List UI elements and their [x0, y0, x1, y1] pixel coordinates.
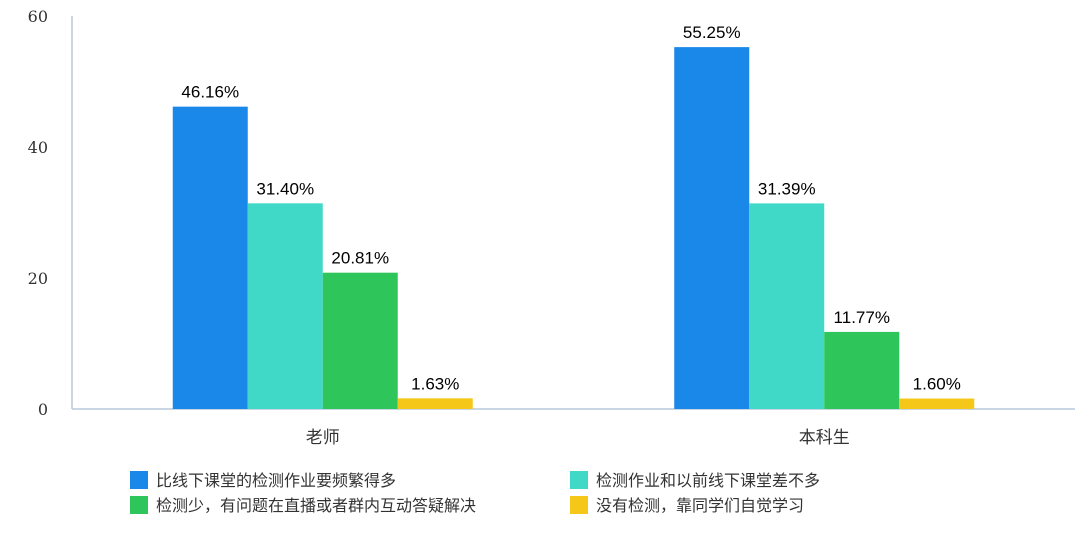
y-tick-label: 40 [28, 138, 48, 157]
data-label: 20.81% [331, 249, 389, 268]
legend-label: 检测少，有问题在直播或者群内互动答疑解决 [156, 496, 476, 515]
bar [322, 272, 398, 409]
legend-swatch [130, 496, 148, 514]
bar [824, 331, 900, 409]
y-tick-label: 0 [38, 400, 48, 419]
legend-swatch [130, 471, 148, 489]
data-label: 31.40% [256, 179, 314, 198]
bars [172, 47, 975, 410]
legend-swatch [570, 471, 588, 489]
legend-swatch [570, 496, 588, 514]
data-label: 31.39% [758, 179, 816, 198]
data-label: 1.63% [411, 374, 459, 393]
bar [899, 398, 975, 409]
data-labels: 46.16% 31.40% 20.81% 1.63% 55.25% 31.39% 11.77… [181, 23, 960, 393]
legend: 比线下课堂的检测作业要频繁得多 检测作业和以前线下课堂差不多检测少，有问题在直播或… [130, 471, 820, 515]
legend-label: 没有检测，靠同学们自觉学习 [596, 496, 804, 515]
x-tick-label: 本科生 [799, 428, 850, 448]
legend-label: 比线下课堂的检测作业要频繁得多 [156, 471, 396, 490]
y-tick-label: 20 [28, 269, 48, 288]
bar [749, 203, 825, 409]
data-label: 55.25% [683, 23, 741, 42]
bar [172, 106, 248, 409]
bar [247, 203, 323, 409]
data-label: 1.60% [913, 375, 961, 394]
x-tick-label: 老师 [306, 428, 340, 448]
bar [397, 398, 473, 409]
y-axis-ticks: 0 20 40 60 [28, 7, 48, 419]
legend-label: 检测作业和以前线下课堂差不多 [596, 471, 820, 490]
bar [674, 47, 750, 410]
y-tick-label: 60 [28, 7, 48, 26]
data-label: 46.16% [181, 83, 239, 102]
data-label: 11.77% [834, 308, 890, 327]
x-axis-labels: 老师 本科生 [306, 428, 850, 448]
